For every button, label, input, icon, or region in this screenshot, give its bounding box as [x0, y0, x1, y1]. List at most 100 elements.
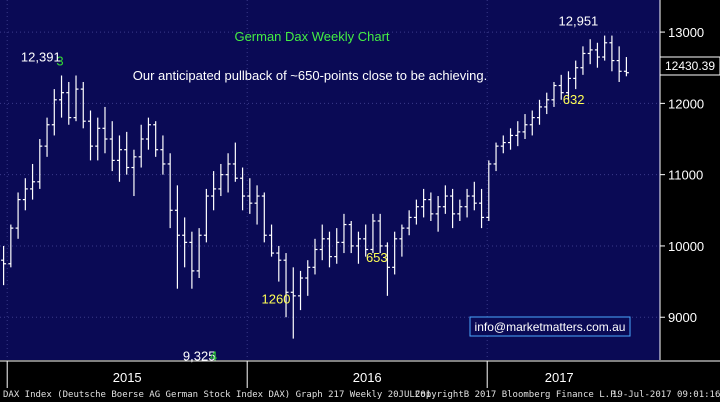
ohlc-bar: [363, 224, 369, 257]
annotation-label: 3: [56, 53, 63, 68]
annotation-label: 653: [366, 250, 388, 265]
y-tick-label: 10000: [668, 239, 704, 254]
ohlc-bar: [290, 267, 296, 339]
ohlc-bar: [95, 117, 101, 161]
ohlc-bar: [355, 231, 361, 264]
ohlc-bar: [109, 121, 115, 172]
email-label: info@marketmatters.com.au: [475, 320, 626, 334]
ohlc-bar: [413, 199, 419, 225]
ohlc-bar: [500, 135, 506, 154]
footer-copyright: CopyrightB 2017 Bloomberg Finance L.P.: [415, 390, 621, 400]
last-price-tag: 12430.39: [659, 56, 720, 76]
ohlc-bar: [88, 110, 94, 161]
ohlc-bar: [37, 139, 43, 189]
ohlc-bar: [464, 188, 470, 218]
annotation-label: 12,391: [21, 49, 61, 64]
ohlc-bar: [544, 92, 550, 115]
ohlc-bar: [138, 124, 144, 168]
chart-title: German Dax Weekly Chart: [234, 29, 389, 44]
ohlc-bar: [471, 181, 477, 211]
ohlc-bar: [522, 114, 528, 140]
ohlc-bar: [616, 46, 622, 82]
ohlc-bar: [174, 185, 180, 289]
ohlc-bar: [116, 135, 122, 182]
ohlc-bar: [399, 224, 405, 257]
chart-subtitle: Our anticipated pullback of ~650-points …: [133, 68, 487, 83]
ohlc-bar: [298, 270, 304, 311]
ohlc-bar: [493, 142, 499, 172]
ohlc-bar: [450, 188, 456, 229]
ohlc-bar: [536, 99, 542, 125]
x-axis-band: [0, 360, 720, 388]
annotation-label: 632: [563, 92, 585, 107]
plot-background: [0, 0, 660, 360]
ohlc-bar: [225, 153, 231, 193]
email-box[interactable]: info@marketmatters.com.au: [469, 316, 631, 337]
ohlc-bar: [276, 245, 282, 282]
y-tick-label: 12000: [668, 96, 704, 111]
ohlc-bar: [602, 35, 608, 61]
y-tick-label: 13000: [668, 25, 704, 40]
ohlc-bar: [211, 171, 217, 211]
ohlc-bar: [269, 224, 275, 257]
ohlc-bar: [348, 220, 354, 254]
ohlc-bar: [406, 210, 412, 236]
ohlc-bar: [44, 117, 50, 157]
ohlc-bar: [551, 81, 557, 107]
ohlc-bar: [377, 213, 383, 254]
ohlc-bar: [305, 260, 311, 296]
footer-description: DAX Index (Deutsche Boerse AG German Sto…: [3, 390, 432, 400]
annotation-label: 9,325: [183, 349, 216, 364]
ohlc-bar: [196, 228, 202, 279]
ohlc-bar: [370, 213, 376, 254]
ohlc-bar: [515, 121, 521, 147]
ohlc-bar: [565, 71, 571, 100]
ohlc-bar: [167, 153, 173, 229]
ohlc-bar: [486, 160, 492, 221]
ohlc-bar: [240, 167, 246, 211]
ohlc-bar: [124, 131, 130, 175]
ohlc-bar: [435, 196, 441, 232]
ohlc-bar: [326, 231, 332, 268]
ohlc-bar: [102, 106, 108, 154]
ohlc-bar: [261, 192, 267, 243]
x-axis: 2015 2016 2017: [0, 360, 720, 388]
footer-timestamp: 19-Jul-2017 09:01:16: [612, 390, 720, 400]
annotation-label: 1260: [262, 292, 291, 307]
ohlc-bar: [59, 75, 65, 118]
ohlc-bar: [392, 231, 398, 275]
ohlc-bar: [153, 121, 159, 157]
ohlc-bar: [283, 253, 289, 318]
annotation-label: 4: [210, 349, 217, 364]
ohlc-bar: [594, 42, 600, 68]
footer-bar: DAX Index (Deutsche Boerse AG German Sto…: [0, 388, 720, 402]
ohlc-bar: [51, 89, 57, 136]
ohlc-bar: [160, 135, 166, 175]
ohlc-bar: [442, 185, 448, 214]
ohlc-bar: [254, 185, 260, 225]
ohlc-bar: [508, 128, 514, 150]
ohlc-bar: [479, 188, 485, 229]
ohlc-bar: [145, 117, 151, 150]
ohlc-bar: [573, 60, 579, 90]
ohlc-bar: [384, 242, 390, 296]
ohlc-bar: [312, 238, 318, 275]
ohlc-bar: [529, 110, 535, 136]
ohlc-bar: [30, 163, 36, 200]
ohlc-bar: [580, 46, 586, 75]
ohlc-bar: [22, 178, 28, 211]
annotation-label: 12,951: [559, 14, 599, 29]
x-year-label: 2015: [113, 370, 142, 385]
ohlc-bar: [8, 224, 14, 268]
ohlc-bar: [232, 142, 238, 182]
ohlc-bar: [623, 57, 629, 77]
ohlc-bar: [609, 35, 615, 72]
ohlc-bar: [319, 224, 325, 261]
ohlc-bar: [182, 217, 188, 268]
price-bars: [1, 35, 629, 339]
ohlc-bar: [131, 149, 137, 197]
ohlc-bar: [15, 192, 21, 239]
ohlc-bar: [587, 39, 593, 65]
ohlc-bar: [457, 199, 463, 221]
